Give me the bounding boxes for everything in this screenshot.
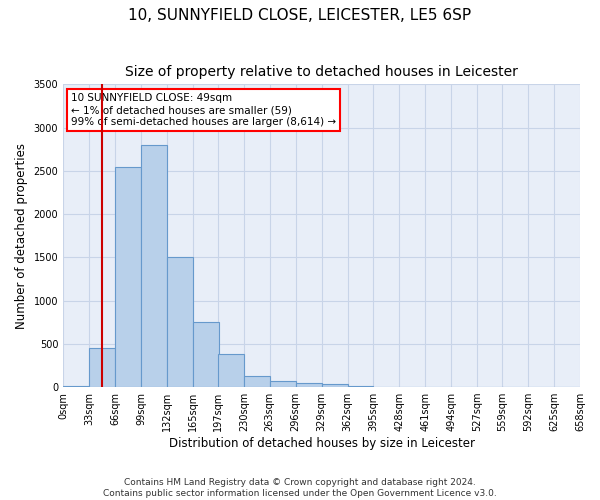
Bar [296,383,322,387]
Title: Size of property relative to detached houses in Leicester: Size of property relative to detached ho… [125,65,518,79]
Bar [141,145,167,387]
Text: Contains HM Land Registry data © Crown copyright and database right 2024.
Contai: Contains HM Land Registry data © Crown c… [103,478,497,498]
Bar [244,376,270,387]
Text: 10 SUNNYFIELD CLOSE: 49sqm
← 1% of detached houses are smaller (59)
99% of semi-: 10 SUNNYFIELD CLOSE: 49sqm ← 1% of detac… [71,94,336,126]
Y-axis label: Number of detached properties: Number of detached properties [15,142,28,328]
Bar [270,381,296,387]
Bar [63,386,89,387]
Bar [347,386,373,387]
Bar [89,348,115,387]
Bar [193,322,218,387]
Bar [115,166,141,387]
Bar [322,384,347,387]
Bar [218,354,244,387]
Text: 10, SUNNYFIELD CLOSE, LEICESTER, LE5 6SP: 10, SUNNYFIELD CLOSE, LEICESTER, LE5 6SP [128,8,472,22]
X-axis label: Distribution of detached houses by size in Leicester: Distribution of detached houses by size … [169,437,475,450]
Bar [167,258,193,387]
